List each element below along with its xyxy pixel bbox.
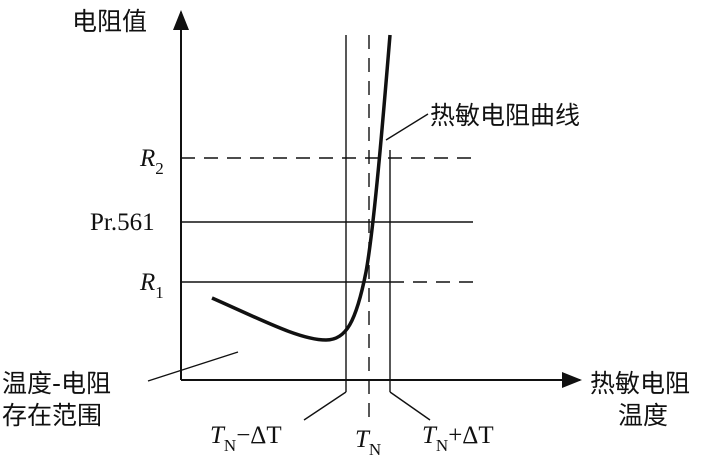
region-label-line1: 温度-电阻 (2, 369, 111, 398)
region-leader-line (147, 351, 239, 382)
tn-center-label: TN (355, 426, 381, 459)
tn-minus-leader (303, 391, 347, 421)
y-axis-label: 电阻值 (72, 7, 147, 36)
r2-label: R2 (139, 145, 164, 178)
pr561-label: Pr.561 (90, 209, 155, 236)
curve-label: 热敏电阻曲线 (430, 101, 580, 130)
curve-leader-line (385, 113, 429, 141)
x-axis-label-line2: 温度 (618, 401, 668, 430)
thermistor-curve (211, 34, 392, 342)
x-axis-label-line1: 热敏电阻 (590, 369, 690, 398)
tn-plus-label: TN+ΔT (422, 422, 494, 455)
region-label-line2: 存在范围 (2, 401, 102, 430)
r1-label: R1 (139, 269, 164, 302)
tn-minus-label: TN−ΔT (210, 422, 282, 455)
tn-plus-leader (389, 391, 431, 421)
